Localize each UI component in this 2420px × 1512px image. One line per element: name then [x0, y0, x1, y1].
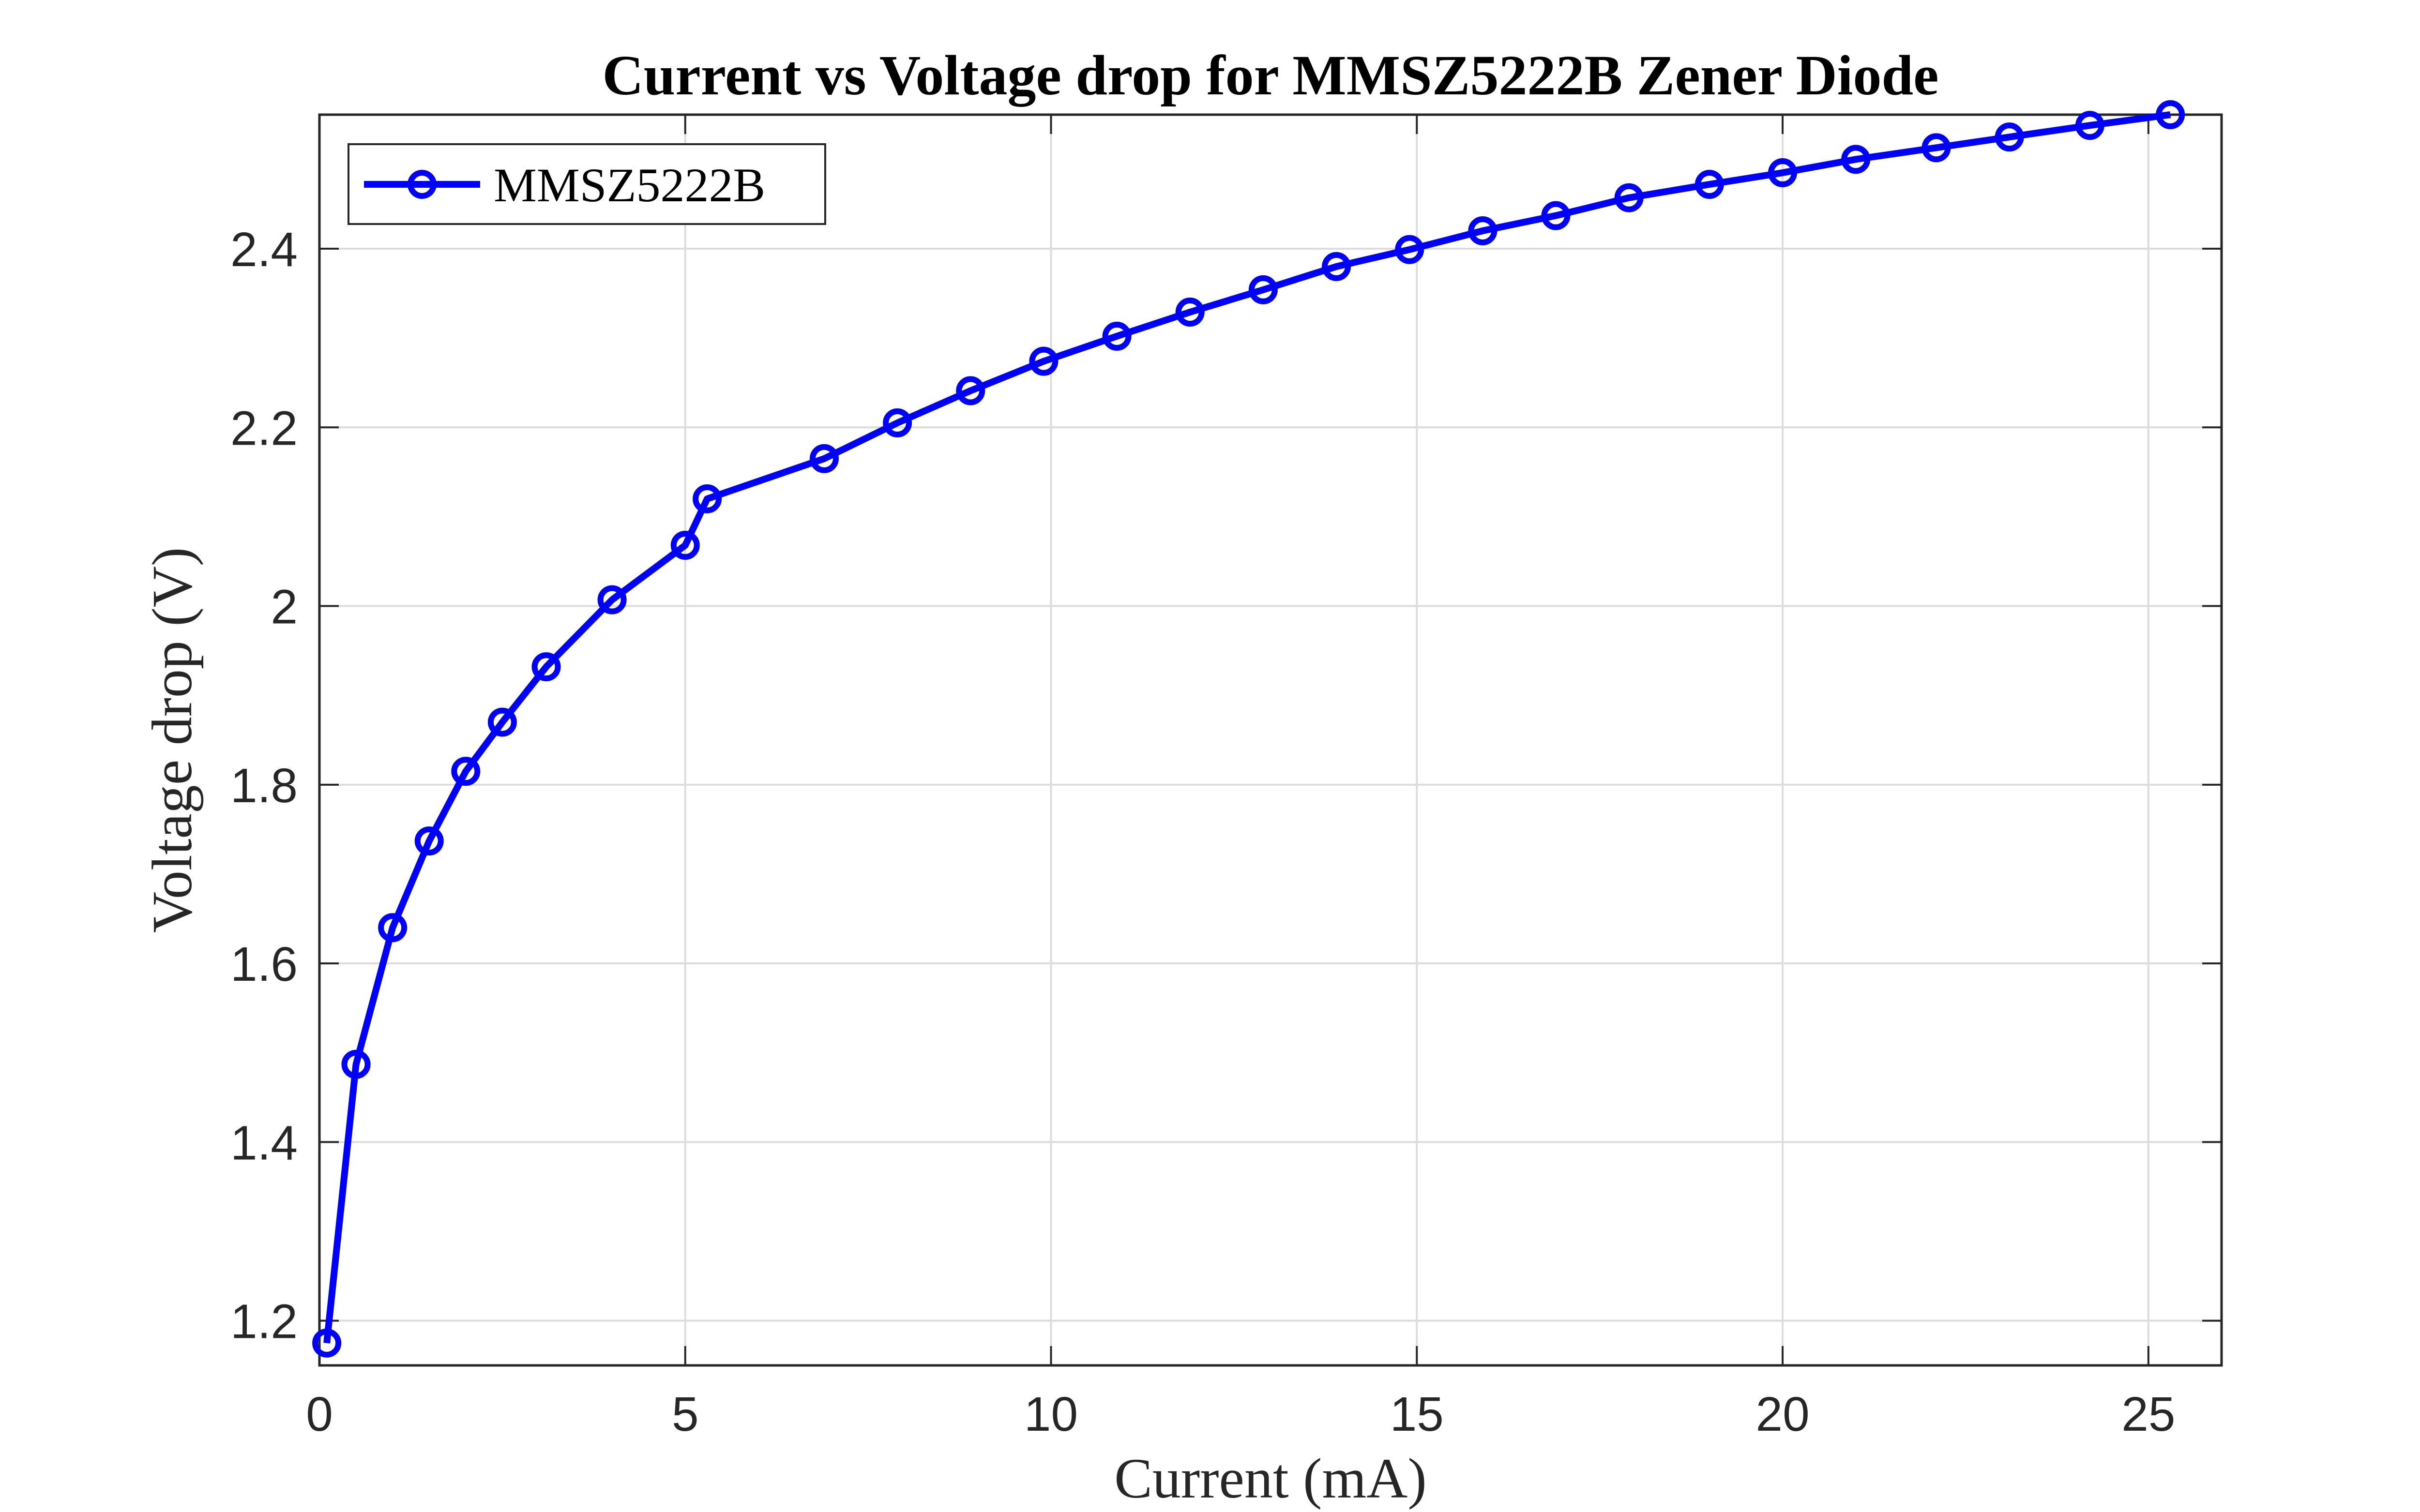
data-point: [487, 707, 517, 737]
axis-ticks: 0 5 10 15 20 25 1.2 1.4 1.6 1.8 2 2.2 2.4: [230, 115, 2222, 1441]
data-point: [809, 444, 839, 473]
y-tick-label: 1.4: [230, 1116, 298, 1170]
y-tick-label: 2: [271, 580, 298, 634]
data-point: [1995, 122, 2024, 152]
x-tick-label: 10: [1024, 1387, 1078, 1441]
legend: MMSZ5222B: [348, 143, 826, 225]
data-point: [2156, 100, 2185, 129]
data-point: [1541, 201, 1571, 230]
data-point: [341, 1049, 371, 1079]
x-tick-label: 5: [672, 1387, 699, 1441]
y-axis-label: Voltage drop (V): [140, 547, 204, 933]
y-tick-label: 1.8: [230, 759, 298, 813]
series-layer: [312, 100, 2185, 1358]
data-point: [451, 757, 481, 786]
y-tick-label: 2.4: [230, 223, 298, 277]
chart-title: Current vs Voltage drop for MMSZ5222B Ze…: [602, 44, 1938, 107]
legend-marker-sample: [408, 170, 437, 199]
data-point: [1694, 170, 1724, 199]
y-tick-label: 1.6: [230, 937, 298, 991]
data-point: [1029, 346, 1059, 376]
x-tick-label: 0: [306, 1387, 333, 1441]
data-point: [1768, 158, 1798, 188]
data-point: [378, 913, 408, 943]
data-point: [1175, 298, 1205, 327]
data-point: [1395, 235, 1424, 264]
x-tick-label: 20: [1755, 1387, 1809, 1441]
data-point: [670, 530, 700, 560]
data-point: [1102, 321, 1132, 351]
series-line: [323, 111, 2171, 1344]
y-tick-label: 2.2: [230, 401, 298, 455]
plot-area-frame: [318, 113, 2223, 1367]
data-point: [956, 376, 985, 405]
x-axis-label: Current (mA): [1114, 1447, 1427, 1510]
x-tick-label: 25: [2121, 1387, 2175, 1441]
data-point: [1614, 183, 1644, 212]
data-point: [2075, 111, 2104, 140]
grid-lines: [318, 115, 2222, 1365]
data-point: [1468, 216, 1497, 246]
data-point: [312, 1328, 342, 1358]
data-point: [1841, 145, 1871, 174]
y-tick-label: 1.2: [230, 1295, 298, 1349]
data-point: [883, 408, 912, 438]
x-tick-label: 15: [1390, 1387, 1444, 1441]
data-point: [531, 652, 561, 682]
legend-label: MMSZ5222B: [494, 158, 765, 212]
data-point: [1921, 133, 1951, 163]
data-point: [414, 826, 444, 856]
data-point: [597, 585, 627, 614]
data-point: [1248, 275, 1278, 304]
data-point: [693, 484, 722, 513]
data-point: [1322, 252, 1351, 281]
